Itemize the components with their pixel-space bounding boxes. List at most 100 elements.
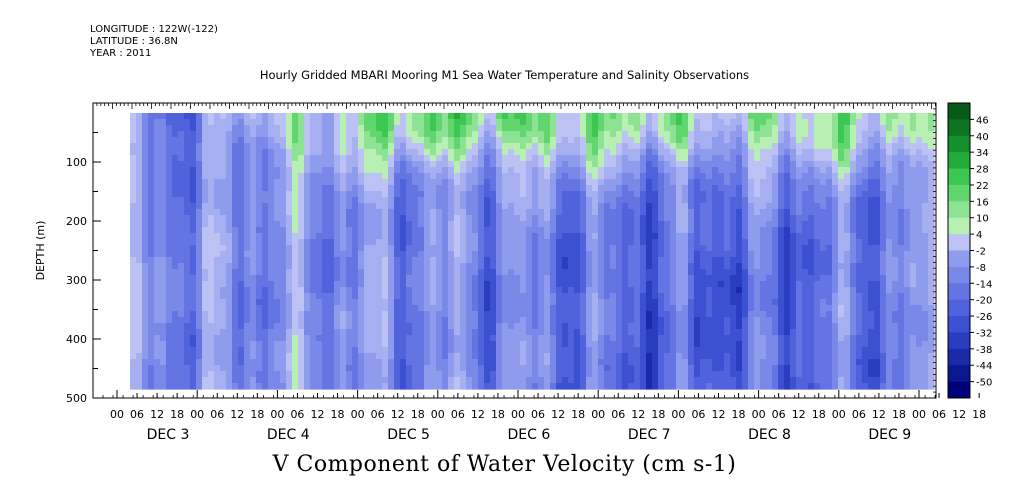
heatmap-cell [826,245,833,252]
heatmap-cell [874,287,881,294]
heatmap-cell [316,293,323,300]
heatmap-cell [706,329,713,336]
heatmap-cell [172,257,179,264]
heatmap-cell [892,323,899,330]
heatmap-cell [166,329,173,336]
heatmap-cell [604,239,611,246]
heatmap-cell [772,281,779,288]
heatmap-cell [310,251,317,258]
heatmap-cell [166,185,173,192]
heatmap-cell [874,191,881,198]
heatmap-cell [484,119,491,126]
heatmap-cell [844,143,851,150]
heatmap-cell [742,143,749,150]
heatmap-cell [394,173,401,180]
heatmap-cell [724,251,731,258]
heatmap-cell [640,275,647,282]
heatmap-cell [646,113,653,120]
heatmap-cell [376,179,383,186]
heatmap-cell [820,245,827,252]
heatmap-cell [868,125,875,132]
heatmap-cell [574,323,581,330]
heatmap-cell [358,191,365,198]
heatmap-cell [802,275,809,282]
heatmap-cell [286,131,293,138]
heatmap-cell [370,323,377,330]
heatmap-cell [208,113,215,120]
heatmap-cell [862,179,869,186]
heatmap-cell [556,257,563,264]
heatmap-cell [322,275,329,282]
heatmap-cell [526,305,533,312]
heatmap-cell [220,113,227,120]
heatmap-cell [214,329,221,336]
heatmap-cell [610,149,617,156]
heatmap-cell [670,125,677,132]
heatmap-cell [784,203,791,210]
heatmap-cell [904,137,911,144]
heatmap-cell [316,251,323,258]
heatmap-cell [286,305,293,312]
heatmap-cell [760,227,767,234]
heatmap-cell [700,263,707,270]
heatmap-cell [580,185,587,192]
heatmap-cell [460,269,467,276]
heatmap-cell [772,245,779,252]
heatmap-cell [928,275,935,282]
heatmap-cell [166,203,173,210]
heatmap-cell [220,329,227,336]
heatmap-cell [310,155,317,162]
heatmap-cell [550,125,557,132]
heatmap-cell [688,311,695,318]
heatmap-cell [370,209,377,216]
heatmap-cell [838,185,845,192]
heatmap-cell [412,221,419,228]
heatmap-cell [796,119,803,126]
heatmap-cell [886,179,893,186]
heatmap-cell [862,299,869,306]
heatmap-cell [904,293,911,300]
heatmap-cell [706,305,713,312]
heatmap-cell [322,191,329,198]
heatmap-cell [634,209,641,216]
heatmap-cell [508,185,515,192]
heatmap-cell [430,299,437,306]
heatmap-cell [628,167,635,174]
heatmap-cell [604,185,611,192]
heatmap-cell [808,251,815,258]
heatmap-cell [208,299,215,306]
heatmap-cell [706,257,713,264]
heatmap-cell [532,161,539,168]
heatmap-cell [364,149,371,156]
heatmap-cell [622,281,629,288]
heatmap-cell [202,179,209,186]
heatmap-cell [466,149,473,156]
heatmap-cell [238,293,245,300]
heatmap-cell [766,299,773,306]
heatmap-cell [214,323,221,330]
heatmap-cell [538,239,545,246]
heatmap-cell [250,323,257,330]
heatmap-cell [586,251,593,258]
heatmap-cell [388,227,395,234]
heatmap-cell [142,119,149,126]
heatmap-cell [214,203,221,210]
heatmap-cell [622,113,629,120]
heatmap-cell [304,137,311,144]
heatmap-cell [556,287,563,294]
heatmap-cell [538,119,545,126]
heatmap-cell [184,161,191,168]
heatmap-cell [490,299,497,306]
heatmap-cell [544,323,551,330]
heatmap-cell [754,191,761,198]
heatmap-cell [178,329,185,336]
heatmap-cell [850,167,857,174]
heatmap-cell [190,281,197,288]
heatmap-cell [454,125,461,132]
heatmap-cell [874,269,881,276]
heatmap-cell [196,281,203,288]
heatmap-cell [700,329,707,336]
heatmap-cell [754,239,761,246]
heatmap-cell [430,311,437,318]
heatmap-cell [670,281,677,288]
